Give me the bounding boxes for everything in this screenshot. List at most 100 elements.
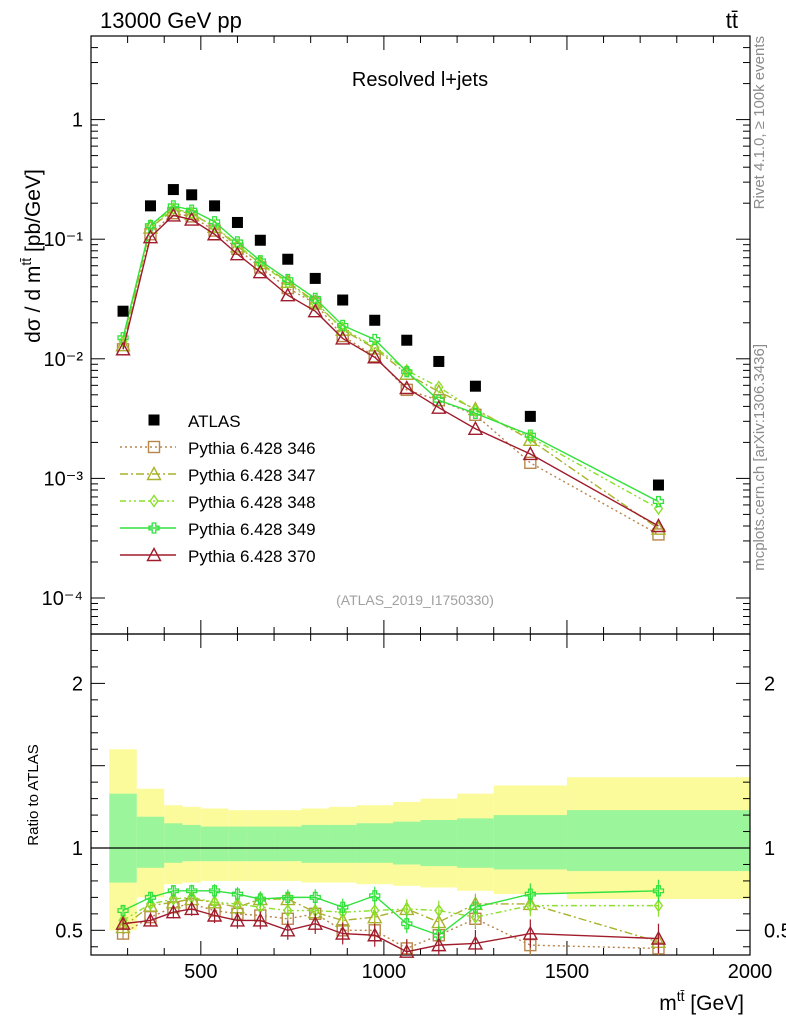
ratio-point: [467, 935, 484, 950]
chart-title: Resolved l+jets: [352, 69, 488, 91]
legend-marker: [146, 466, 162, 481]
series-point: [650, 520, 667, 535]
series-point: [184, 211, 200, 226]
series-point: [469, 407, 482, 419]
series-point: [232, 237, 243, 252]
y-axis-label: dσ / d mtt̄ [pb/GeV]: [18, 169, 45, 343]
ratio-point: [650, 930, 667, 945]
series-4: [115, 207, 667, 533]
legend-label: Pythia 6.428 347: [188, 466, 316, 485]
ratio-tick-label: 0.5: [55, 920, 83, 942]
ratio-inner-band: [393, 821, 421, 865]
series-point: [337, 319, 349, 332]
ratio-point: [232, 897, 243, 911]
ratio-point: [280, 922, 296, 937]
ratio-inner-band: [164, 823, 183, 863]
series-point: [653, 501, 664, 516]
atlas-point: [369, 314, 381, 326]
ratio-series-line: [122, 908, 659, 953]
x-tick-label: 500: [184, 961, 217, 983]
ratio-series-line: [122, 890, 659, 937]
y-tick-label: 1: [72, 110, 83, 132]
atlas-point: [524, 410, 536, 422]
series-point: [399, 380, 415, 395]
ratio-point: [369, 890, 381, 902]
series-point: [252, 264, 269, 279]
ratio-point: [206, 907, 223, 922]
atlas-point: [309, 272, 321, 284]
ratio-y-axis-label: Ratio to ATLAS: [25, 744, 42, 845]
axis-labels: 500 1000 1500 2000 10⁻⁴ 10⁻³ 10⁻² 10⁻¹ 1 0.5 0.5 1 1…: [18, 36, 786, 1015]
series-0: [116, 206, 665, 541]
ratio-inner-band: [274, 826, 302, 862]
ratio-inner-band: [356, 823, 394, 863]
atlas-point: [337, 294, 349, 306]
series-point: [401, 366, 413, 378]
ratio-point: [470, 910, 481, 924]
ratio-point: [167, 885, 180, 897]
legend-label: Pythia 6.428 346: [188, 439, 316, 458]
ratio-inner-band: [109, 793, 137, 883]
series-point: [165, 207, 182, 222]
atlas-point: [652, 479, 664, 491]
x-tick-label: 1500: [545, 961, 590, 983]
atlas-point: [209, 200, 221, 212]
ratio-inner-band: [420, 820, 458, 867]
legend-label: ATLAS: [188, 412, 241, 431]
series-point: [229, 246, 246, 261]
ratio-inner-band: [328, 824, 357, 863]
ratio-inner-band: [457, 818, 494, 868]
series-point: [309, 292, 321, 305]
ratio-series-0: [116, 897, 665, 955]
header-process-label: tt̄: [726, 8, 738, 33]
series-point: [115, 337, 131, 352]
ratio-inner-band: [301, 824, 329, 863]
ratio-point: [142, 912, 159, 927]
ratio-point: [231, 888, 244, 900]
series-point: [307, 303, 323, 318]
ratio-point: [522, 925, 539, 940]
main-panel: ATLAS Pythia 6.428 346 Pythia 6.428 347 Pyt…: [90, 35, 751, 635]
ratio-point: [367, 927, 383, 942]
ratio-point: [282, 891, 294, 904]
series-point: [470, 403, 481, 418]
series-point: [370, 340, 380, 354]
series-point: [652, 495, 665, 508]
series-3: [117, 200, 665, 508]
legend-label: Pythia 6.428 370: [188, 547, 316, 566]
x-axis-label: mtt̄ [GeV]: [659, 988, 744, 1015]
ratio-point: [184, 900, 200, 916]
analysis-tag: (ATLAS_2019_I1750330): [336, 592, 494, 608]
ratio-point: [117, 904, 129, 917]
ratio-point: [431, 937, 447, 952]
legend-marker: [147, 440, 161, 454]
ratio-point: [337, 901, 349, 913]
atlas-point: [254, 234, 266, 246]
ratio-point: [524, 888, 536, 900]
ratio-inner-band: [200, 826, 229, 862]
series-point: [206, 226, 223, 241]
ratio-point: [307, 915, 323, 930]
series-point: [209, 220, 220, 234]
ratio-series-line: [122, 898, 659, 943]
y-tick-label: 10⁻²: [44, 349, 84, 371]
atlas-point: [231, 216, 243, 228]
x-tick-label: 2000: [728, 961, 773, 983]
ratio-inner-band: [182, 824, 201, 862]
ratio-point: [399, 943, 415, 958]
ratio-point: [434, 903, 444, 918]
series-point: [335, 330, 351, 345]
ratio-point: [525, 898, 536, 913]
series-point: [524, 429, 536, 441]
series-point: [367, 349, 383, 364]
series-point: [280, 287, 296, 302]
ratio-point: [401, 918, 413, 930]
legend-label: Pythia 6.428 348: [188, 493, 316, 512]
legend-marker: [149, 494, 159, 508]
series-point: [254, 255, 266, 267]
header: 13000 GeV pp tt̄: [100, 8, 738, 33]
series-line: [122, 207, 659, 510]
series-point: [142, 229, 159, 244]
ratio-point: [283, 903, 293, 918]
